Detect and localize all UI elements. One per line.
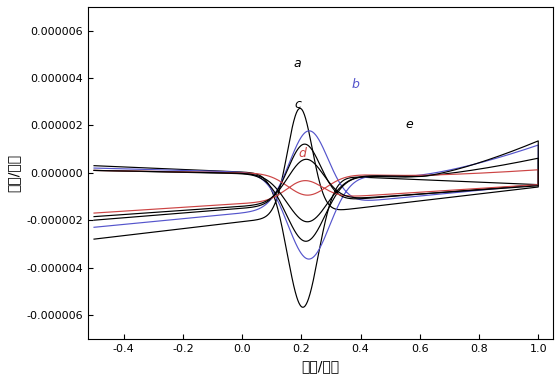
- Text: b: b: [352, 78, 360, 91]
- Text: d: d: [298, 147, 306, 160]
- Y-axis label: 电流/安培: 电流/安培: [7, 154, 21, 192]
- Text: a: a: [294, 57, 301, 70]
- X-axis label: 电压/伏特: 电压/伏特: [301, 359, 340, 373]
- Text: e: e: [405, 118, 413, 131]
- Text: c: c: [294, 98, 301, 111]
